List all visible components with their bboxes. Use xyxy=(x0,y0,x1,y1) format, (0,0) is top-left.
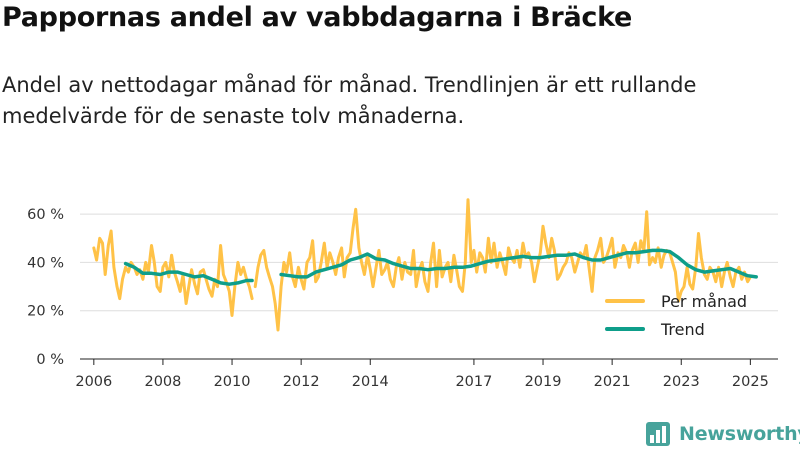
x-tick-label: 2014 xyxy=(352,374,389,390)
x-tick-label: 2025 xyxy=(732,374,769,390)
y-tick-label: 20 % xyxy=(27,304,64,320)
x-tick-label: 2023 xyxy=(663,374,700,390)
legend-swatch-per-manad xyxy=(605,299,645,303)
y-tick-label: 0 % xyxy=(36,352,64,368)
y-tick-label: 60 % xyxy=(27,207,64,223)
legend-label-trend: Trend xyxy=(661,319,705,339)
x-tick-label: 2008 xyxy=(144,374,181,390)
chart-title: Pappornas andel av vabbdagarna i Bräcke xyxy=(2,2,633,33)
legend-label-per-manad: Per månad xyxy=(661,291,748,311)
x-tick-label: 2010 xyxy=(214,374,251,390)
x-tick-label: 2006 xyxy=(75,374,112,390)
y-tick-label: 40 % xyxy=(27,255,64,271)
series-line-trend xyxy=(279,248,758,279)
newsworthy-logo-icon xyxy=(646,422,670,446)
x-tick-label: 2017 xyxy=(455,374,492,390)
series-line-per-manad xyxy=(92,229,254,317)
legend: Per månad Trend xyxy=(605,287,747,343)
legend-item-per-manad: Per månad xyxy=(605,287,747,315)
x-tick-label: 2012 xyxy=(283,374,320,390)
plot-area xyxy=(92,198,758,332)
chart-subtitle: Andel av nettodagar månad för månad. Tre… xyxy=(2,73,697,128)
brand: Newsworthy xyxy=(645,421,800,447)
x-axis: 2006 2008 2010 2012 2014 2017 2019 2021 2023 2025 xyxy=(75,358,778,390)
y-axis: 0 % 20 % 40 % 60 % xyxy=(27,207,64,368)
x-tick-label: 2021 xyxy=(594,374,631,390)
brand-name: Newsworthy xyxy=(679,423,800,445)
legend-swatch-trend xyxy=(605,327,645,331)
x-tick-label: 2019 xyxy=(525,374,562,390)
legend-item-trend: Trend xyxy=(605,315,747,343)
series-line-trend xyxy=(123,261,254,286)
